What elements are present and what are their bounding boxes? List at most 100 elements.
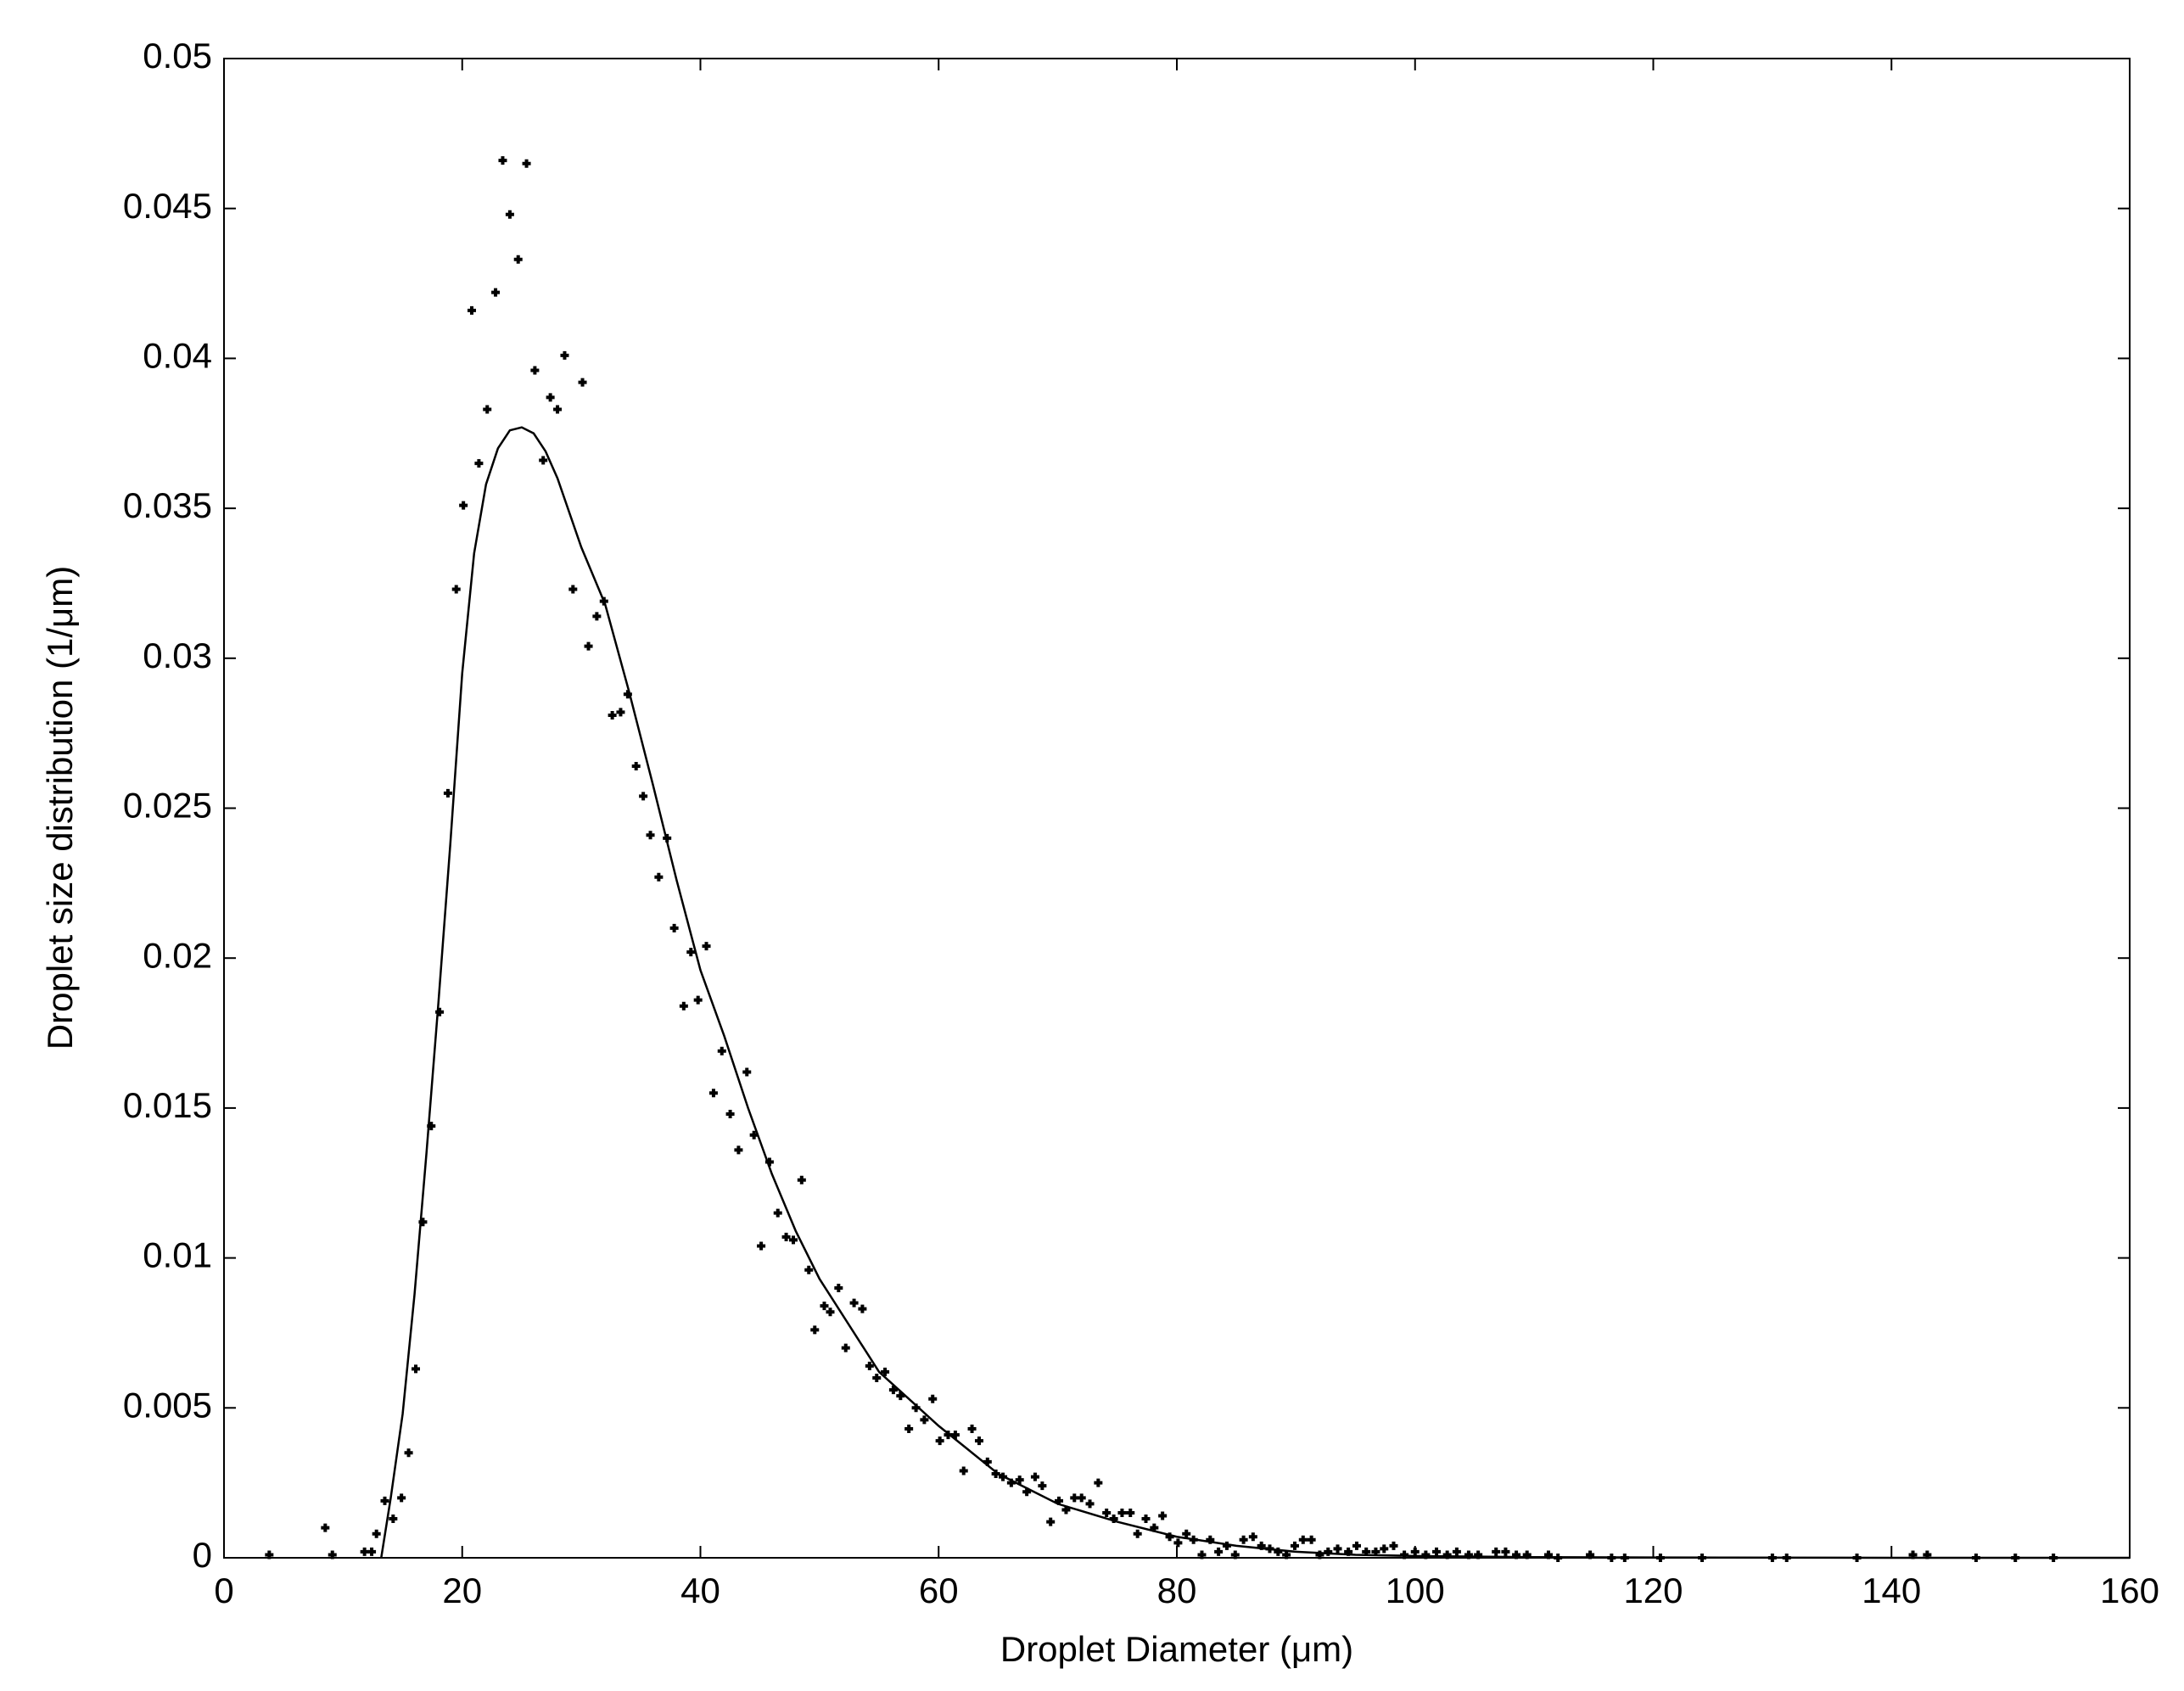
data-point: [928, 1394, 938, 1403]
x-tick-label: 80: [1157, 1571, 1197, 1610]
data-point: [1046, 1517, 1056, 1526]
data-point: [865, 1361, 874, 1370]
data-point: [372, 1529, 381, 1538]
data-point: [459, 501, 468, 510]
data-point: [1085, 1499, 1095, 1509]
data-point: [546, 393, 555, 402]
data-point: [702, 942, 711, 951]
plot-frame: [223, 58, 2131, 1559]
data-point: [1298, 1535, 1308, 1544]
data-point: [1380, 1544, 1389, 1554]
data-point: [742, 1067, 752, 1077]
data-point: [1173, 1538, 1183, 1548]
data-point: [412, 1364, 421, 1374]
data-point: [820, 1302, 829, 1311]
data-point: [513, 255, 523, 264]
data-point: [872, 1373, 882, 1382]
data-point: [804, 1265, 814, 1274]
data-point: [1432, 1547, 1442, 1556]
data-point: [717, 1046, 726, 1055]
data-point: [639, 792, 648, 801]
x-tick-label: 100: [1386, 1571, 1445, 1610]
data-point: [826, 1307, 835, 1317]
data-point: [1421, 1550, 1431, 1559]
data-point: [734, 1145, 743, 1155]
data-point: [725, 1109, 735, 1118]
data-point: [1389, 1541, 1398, 1550]
data-point: [498, 156, 507, 165]
data-point: [1290, 1541, 1299, 1550]
data-point: [1214, 1547, 1224, 1556]
data-point: [584, 641, 593, 651]
data-point: [1492, 1547, 1501, 1556]
data-point: [397, 1493, 406, 1503]
data-point: [646, 831, 655, 840]
data-point: [834, 1283, 843, 1292]
data-point: [896, 1391, 905, 1401]
data-point: [592, 612, 602, 621]
data-point: [1333, 1544, 1342, 1554]
data-point: [360, 1547, 369, 1556]
data-point: [1141, 1515, 1151, 1524]
y-tick-label: 0.03: [143, 636, 212, 675]
data-point: [1324, 1547, 1333, 1556]
x-tick-label: 40: [680, 1571, 720, 1610]
data-point: [328, 1550, 337, 1559]
data-point: [530, 366, 540, 375]
data-point: [1126, 1508, 1135, 1517]
data-point: [321, 1523, 330, 1532]
y-tick-label: 0.045: [123, 186, 212, 226]
y-tick-label: 0.05: [143, 36, 212, 76]
data-point: [1182, 1529, 1191, 1538]
data-point: [491, 288, 501, 297]
data-point: [881, 1367, 890, 1376]
data-point: [849, 1298, 859, 1307]
y-tick-label: 0.025: [123, 786, 212, 826]
data-point: [1410, 1547, 1420, 1556]
data-point: [1015, 1475, 1024, 1485]
data-point: [451, 585, 461, 594]
data-point: [443, 788, 452, 798]
data-point: [781, 1232, 791, 1241]
data-point: [1282, 1550, 1291, 1559]
data-point: [1038, 1481, 1047, 1491]
data-point: [1230, 1550, 1240, 1559]
data-point: [1501, 1547, 1510, 1556]
data-point: [1197, 1550, 1207, 1559]
data-point: [265, 1550, 274, 1559]
y-tick-label: 0.015: [123, 1085, 212, 1125]
x-axis-label: Droplet Diameter (μm): [1000, 1629, 1353, 1669]
data-point: [654, 872, 664, 882]
y-tick-label: 0.01: [143, 1235, 212, 1275]
data-point: [841, 1343, 850, 1352]
data-point: [467, 305, 476, 315]
data-point: [686, 948, 696, 957]
data-point: [788, 1235, 798, 1245]
data-point: [522, 159, 531, 168]
data-point: [1248, 1532, 1257, 1542]
data-point: [608, 710, 617, 720]
data-point: [1442, 1550, 1452, 1559]
x-tick-label: 20: [442, 1571, 482, 1610]
data-point: [1239, 1535, 1248, 1544]
data-point: [757, 1241, 766, 1251]
data-point: [858, 1304, 867, 1313]
y-tick-label: 0.02: [143, 935, 212, 975]
data-point: [1464, 1550, 1473, 1559]
data-point: [578, 378, 587, 387]
data-point: [505, 210, 514, 219]
data-point: [935, 1436, 944, 1446]
x-tick-label: 160: [2100, 1571, 2159, 1610]
data-point: [367, 1547, 377, 1556]
data-point: [1077, 1493, 1086, 1503]
data-point: [1307, 1535, 1316, 1544]
data-point: [974, 1436, 983, 1446]
data-point: [568, 585, 578, 594]
data-point: [904, 1425, 914, 1434]
data-point: [474, 459, 484, 468]
data-point: [797, 1175, 806, 1184]
fit-curve: [380, 426, 2130, 1559]
data-point: [389, 1515, 398, 1524]
data-point: [1102, 1508, 1112, 1517]
